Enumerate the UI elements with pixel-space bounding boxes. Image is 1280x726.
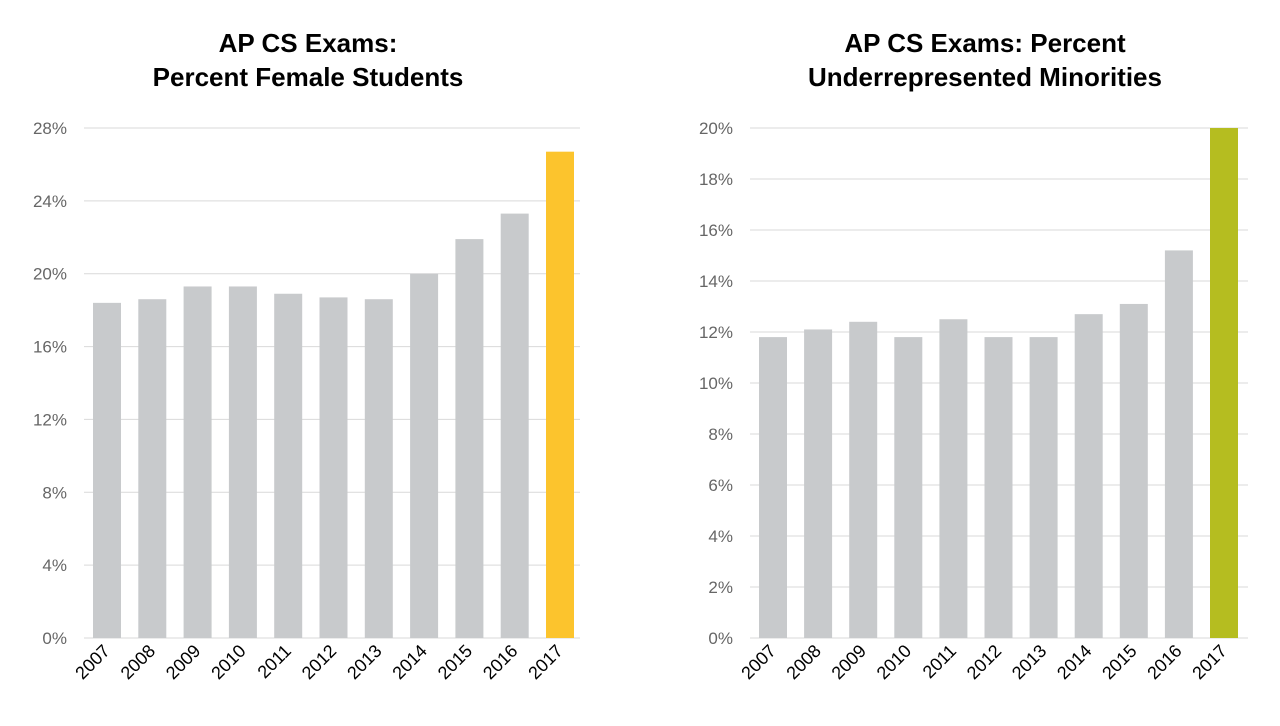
bar-2010 <box>894 337 923 638</box>
x-tick-label: 2017 <box>1188 641 1230 683</box>
bar-2012 <box>984 337 1013 638</box>
y-tick-label: 12% <box>699 323 733 342</box>
x-tick-label: 2009 <box>828 641 870 683</box>
y-tick-label: 20% <box>699 119 733 138</box>
y-tick-label: 14% <box>699 272 733 291</box>
x-tick-label: 2016 <box>1143 641 1185 683</box>
x-tick-label: 2009 <box>162 641 204 683</box>
bar-2012 <box>319 297 348 638</box>
y-tick-label: 0% <box>42 629 67 648</box>
y-tick-label: 20% <box>33 265 67 284</box>
bar-2010 <box>228 286 257 638</box>
y-tick-label: 4% <box>42 556 67 575</box>
x-tick-label: 2016 <box>479 641 521 683</box>
bar-2007 <box>93 302 121 638</box>
x-tick-label: 2015 <box>1098 641 1140 683</box>
female-students-chart: 0%4%8%12%16%20%24%28%2007 2008 2009 2010 201… <box>33 119 580 683</box>
y-tick-label: 4% <box>708 527 733 546</box>
bar-2007 <box>759 337 787 638</box>
x-tick-label: 2008 <box>117 641 159 683</box>
x-tick-label: 2013 <box>1008 641 1050 683</box>
y-tick-label: 28% <box>33 119 67 138</box>
x-tick-label: 2012 <box>298 641 340 683</box>
x-tick-label: 2017 <box>524 641 566 683</box>
bar-2011 <box>274 293 303 638</box>
y-tick-label: 18% <box>699 170 733 189</box>
bar-2014 <box>1074 314 1103 638</box>
y-tick-label: 10% <box>699 374 733 393</box>
bar-2016 <box>1164 250 1193 638</box>
bar-2008 <box>138 299 167 638</box>
x-tick-label: 2010 <box>207 641 249 683</box>
chart-title-female-line1: AP CS Exams: <box>218 28 398 58</box>
x-tick-label: 2010 <box>873 641 915 683</box>
x-tick-label: 2014 <box>1053 641 1095 683</box>
y-tick-label: 16% <box>699 221 733 240</box>
bar-2013 <box>1029 337 1058 638</box>
bar-2009 <box>849 321 878 638</box>
bar-2014 <box>410 273 439 638</box>
bar-2016 <box>500 213 529 638</box>
y-tick-label: 8% <box>42 483 67 502</box>
bar-2017 <box>546 151 574 638</box>
chart-title-female: AP CS Exams: Percent Female Students <box>60 26 556 94</box>
x-tick-label: 2014 <box>388 641 430 683</box>
bar-2009 <box>183 286 212 638</box>
x-tick-label: 2011 <box>919 641 961 683</box>
bar-2011 <box>939 319 968 638</box>
bar-2008 <box>804 329 833 638</box>
y-tick-label: 2% <box>708 578 733 597</box>
y-tick-label: 16% <box>33 338 67 357</box>
bar-2015 <box>1119 303 1148 638</box>
x-tick-label: 2012 <box>963 641 1005 683</box>
y-tick-label: 24% <box>33 192 67 211</box>
bar-2013 <box>364 299 393 638</box>
y-tick-label: 6% <box>708 476 733 495</box>
x-tick-label: 2007 <box>737 641 779 683</box>
y-tick-label: 8% <box>708 425 733 444</box>
bar-2015 <box>455 239 484 638</box>
x-tick-label: 2015 <box>434 641 476 683</box>
underrepresented-minorities-chart: 0% 2% 4% 6% 8% 10% 12% 14% 16% 18% 20% 2007 2008 2009… <box>699 119 1248 683</box>
x-tick-label: 2013 <box>343 641 385 683</box>
bar-2017 <box>1210 128 1238 638</box>
x-tick-label: 2007 <box>71 641 113 683</box>
chart-title-female-line2: Percent Female Students <box>152 62 464 92</box>
y-tick-label: 12% <box>33 410 67 429</box>
x-tick-label: 2008 <box>782 641 824 683</box>
chart-title-minorities: AP CS Exams: Percent Underrepresented Mi… <box>730 26 1240 94</box>
y-tick-label: 0% <box>708 629 733 648</box>
x-tick-label: 2011 <box>254 641 296 683</box>
chart-title-minorities-line2: Underrepresented Minorities <box>808 62 1162 92</box>
chart-title-minorities-line1: AP CS Exams: Percent <box>844 28 1126 58</box>
